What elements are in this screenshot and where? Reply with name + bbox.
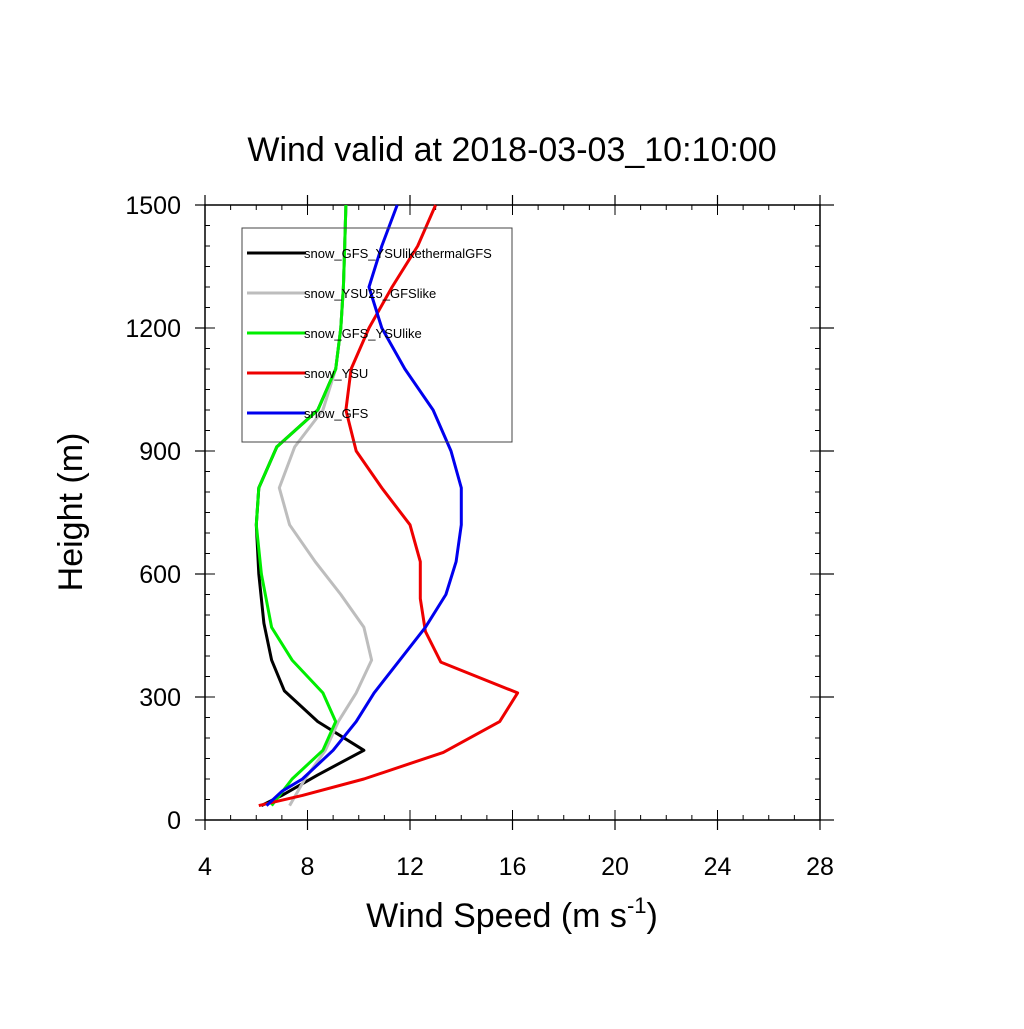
x-tick-label: 8 xyxy=(301,853,315,881)
legend-label: snow_GFS_YSUlikethermalGFS xyxy=(304,246,492,261)
x-tick-label: 24 xyxy=(704,853,732,881)
y-tick-label: 300 xyxy=(139,684,181,712)
y-tick-label: 900 xyxy=(139,438,181,466)
x-axis-label-main: Wind Speed (m s xyxy=(366,897,627,935)
x-tick-label: 28 xyxy=(806,853,834,881)
x-axis-label-suffix: ) xyxy=(647,897,658,935)
legend-box xyxy=(241,227,513,443)
x-tick-label: 4 xyxy=(198,853,212,881)
legend-label: snow_GFS xyxy=(304,406,369,421)
x-axis-label-superscript: -1 xyxy=(627,893,647,918)
series-line xyxy=(265,204,463,807)
plot-area: 4 8 12 16 20 24 28 0 300 600 900 1200 1500 snow_GFS_Y… xyxy=(125,192,834,881)
x-axis-label: Wind Speed (m s-1) xyxy=(366,893,658,935)
x-tick-label: 16 xyxy=(499,853,527,881)
x-tick-label: 20 xyxy=(601,853,629,881)
y-tick-label: 600 xyxy=(139,561,181,589)
legend-label: snow_YSU25_GFSlike xyxy=(304,286,436,301)
y-tick-label: 0 xyxy=(167,807,181,835)
y-axis-label: Height (m) xyxy=(52,433,90,592)
series-line xyxy=(254,204,348,807)
y-tick-label: 1200 xyxy=(125,315,181,343)
series-line xyxy=(258,204,520,808)
y-tick-label: 1500 xyxy=(125,192,181,220)
chart-title: Wind valid at 2018-03-03_10:10:00 xyxy=(247,131,776,169)
legend: snow_GFS_YSUlikethermalGFS snow_YSU25_GFS… xyxy=(241,227,513,443)
legend-label: snow_YSU xyxy=(304,366,368,381)
x-tick-label: 12 xyxy=(396,853,424,881)
legend-label: snow_GFS_YSUlike xyxy=(304,326,422,341)
